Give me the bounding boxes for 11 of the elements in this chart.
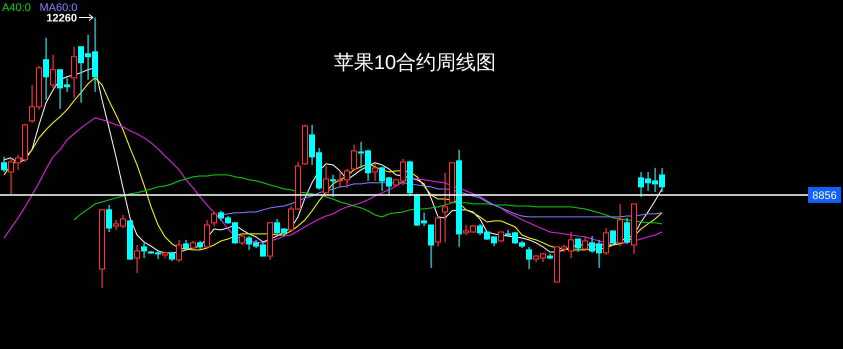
- candlestick: [134, 244, 140, 274]
- candlestick: [43, 37, 49, 100]
- candlestick: [330, 174, 336, 198]
- text: A40:0: [2, 2, 31, 14]
- annotation: 12260: [46, 12, 77, 24]
- candlestick: [71, 46, 77, 98]
- candlestick: [456, 149, 462, 248]
- text: MA60:0: [40, 2, 78, 14]
- text: 8856: [812, 190, 837, 202]
- text: 苹果10合约周线图: [334, 52, 496, 74]
- candlestick: [442, 172, 448, 243]
